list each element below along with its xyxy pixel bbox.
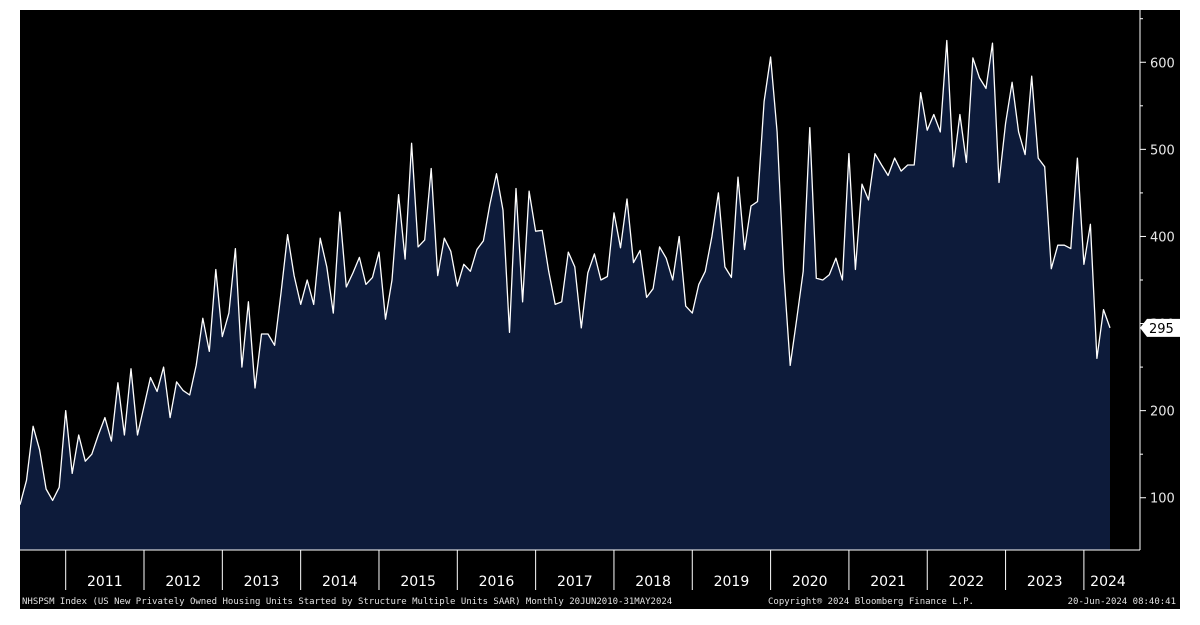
y-tick-label: 500 (1150, 143, 1175, 158)
x-year-label: 2015 (400, 574, 436, 590)
x-axis: 2011 2012 2013 2014 2015 2016 2017 2018 2019 2020… (20, 549, 1140, 590)
x-year-label: 2013 (244, 574, 280, 590)
footer-timestamp: 20-Jun-2024 08:40:41 (1068, 597, 1176, 607)
x-year-label: 2020 (792, 574, 828, 590)
x-year-label: 2016 (479, 574, 515, 590)
x-year-label: 2017 (557, 574, 593, 590)
area-layer (19, 39, 1111, 550)
last-value-badge (1140, 318, 1180, 337)
x-year-label: 2023 (1027, 574, 1063, 590)
last-value-label: 295 (1149, 322, 1174, 337)
footer-band (20, 594, 1180, 609)
y-axis-band (1140, 10, 1180, 550)
x-year-label: 2011 (87, 574, 123, 590)
footer-source: NHSPSM Index (US New Privately Owned Hou… (22, 597, 672, 607)
series-area (20, 40, 1110, 550)
x-year-label: 2022 (949, 574, 985, 590)
footer-copyright: Copyright® 2024 Bloomberg Finance L.P. (768, 597, 974, 607)
x-year-label: 2018 (635, 574, 671, 590)
series-line (19, 39, 1111, 505)
y-tick-label: 400 (1150, 230, 1175, 245)
x-year-label: 2021 (870, 574, 906, 590)
x-year-label: 2012 (165, 574, 201, 590)
y-tick-label: 200 (1150, 405, 1175, 420)
x-year-label: 2019 (714, 574, 750, 590)
last-value-marker: 295 (1140, 318, 1180, 337)
x-year-label: 2024 (1090, 574, 1126, 590)
x-axis-band (20, 550, 1180, 594)
x-year-label: 2014 (322, 574, 358, 590)
y-tick-label: 600 (1150, 56, 1175, 71)
y-tick-label: 100 (1150, 492, 1175, 507)
